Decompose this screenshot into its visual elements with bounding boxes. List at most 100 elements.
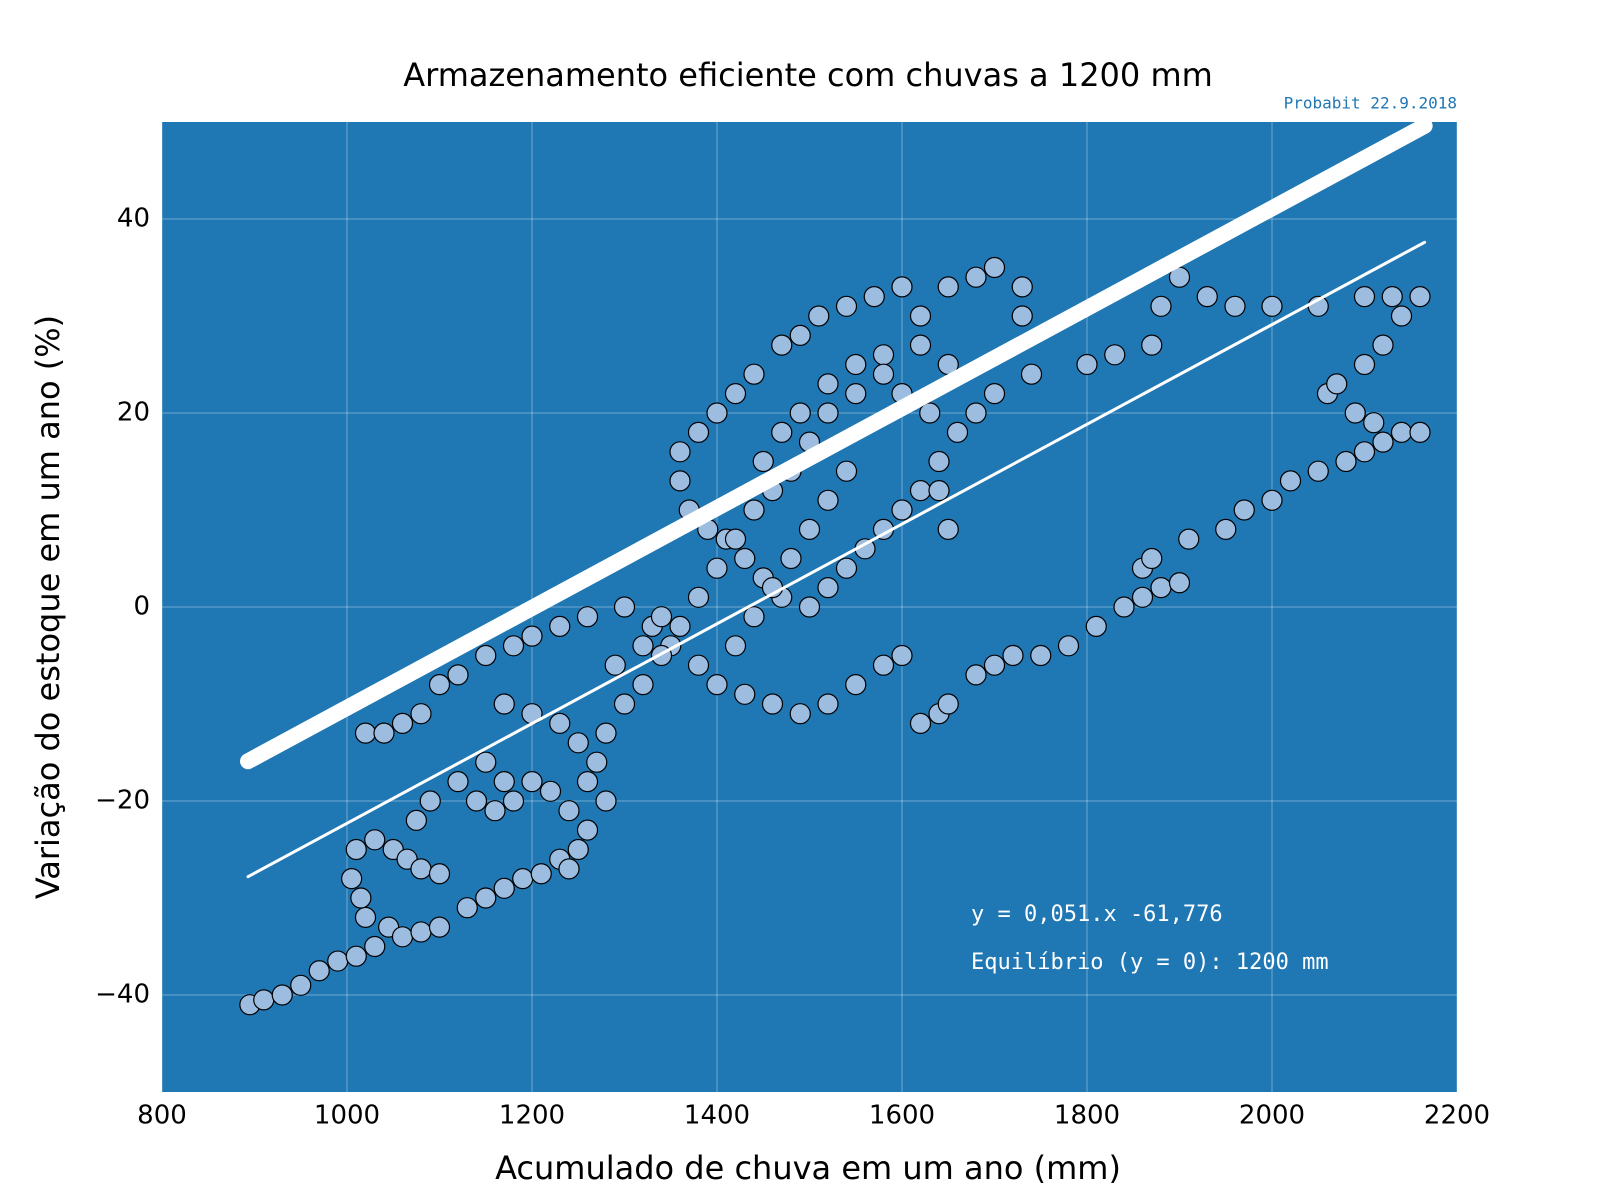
scatter-point — [835, 557, 858, 579]
scatter-point — [1196, 286, 1218, 308]
scatter-point — [872, 363, 895, 385]
scatter-point — [891, 499, 913, 521]
x-tick-label: 1400 — [684, 1101, 750, 1131]
scatter-point — [271, 984, 293, 1006]
scatter-point — [724, 383, 747, 405]
x-tick-label: 800 — [137, 1101, 187, 1131]
scatter-point — [937, 693, 959, 715]
scatter-point — [1020, 363, 1043, 385]
scatter-point — [669, 615, 691, 638]
scatter-point — [1261, 489, 1283, 511]
x-tick-label: 2200 — [1424, 1101, 1490, 1131]
scatter-point — [928, 480, 950, 502]
scatter-point — [549, 712, 571, 735]
scatter-point — [734, 547, 756, 570]
scatter-point — [410, 858, 432, 880]
scatter-point — [1409, 286, 1431, 308]
scatter-point — [669, 441, 691, 463]
scatter-point — [1057, 635, 1080, 657]
scatter-point — [743, 606, 765, 628]
scatter-point — [1344, 402, 1366, 424]
scatter-point — [669, 470, 691, 492]
scatter-point — [345, 945, 367, 967]
scatter-point — [1002, 644, 1024, 667]
scatter-point — [576, 770, 599, 793]
y-tick-label: −40 — [95, 980, 150, 1010]
scatter-point — [789, 703, 811, 725]
y-tick-label: 20 — [117, 398, 150, 428]
scatter-point — [845, 353, 867, 376]
scatter-point — [1150, 576, 1172, 599]
scatter-point — [308, 960, 330, 982]
scatter-point — [734, 683, 756, 705]
scatter-point — [1141, 334, 1163, 356]
scatter-point — [613, 693, 636, 715]
scatter-point — [863, 286, 885, 308]
scatter-point — [484, 800, 506, 822]
scatter-point — [613, 596, 636, 618]
scatter-point — [465, 790, 488, 812]
scatter-point — [1168, 572, 1191, 594]
scatter-point — [1141, 547, 1163, 570]
scatter-point — [595, 790, 617, 812]
scatter-point — [364, 935, 386, 958]
scatter-point — [405, 809, 427, 832]
scatter-point — [798, 518, 821, 541]
scatter-point — [909, 712, 932, 735]
scatter-point — [391, 712, 414, 735]
y-tick-label: 40 — [117, 204, 150, 234]
scatter-point — [1150, 295, 1172, 317]
scatter-point — [919, 402, 941, 424]
scatter-point — [983, 383, 1006, 405]
scatter-point — [595, 722, 617, 744]
scatter-point — [586, 751, 608, 773]
y-tick-label: −20 — [95, 786, 150, 816]
scatter-point — [475, 644, 497, 667]
scatter-point — [817, 373, 839, 395]
scatter-point — [817, 489, 839, 511]
scatter-point — [493, 877, 515, 899]
scatter-point — [341, 867, 363, 890]
scatter-point — [1085, 615, 1107, 638]
scatter-point — [1409, 421, 1431, 443]
scatter-point — [798, 596, 821, 618]
scatter-point — [567, 732, 589, 754]
scatter-point — [350, 887, 372, 909]
scatter-point — [1224, 295, 1246, 317]
scatter-point — [512, 867, 534, 890]
scatter-point — [909, 480, 932, 502]
scatter-point — [835, 295, 858, 317]
scatter-point — [687, 586, 710, 608]
scatter-point — [872, 654, 895, 676]
scatter-point — [909, 305, 932, 327]
trend-line — [240, 117, 1433, 770]
scatter-point — [1326, 373, 1348, 395]
subtitle: Probabit 22.9.2018 — [1284, 94, 1457, 113]
scatter-point — [724, 528, 747, 550]
scatter-point — [1011, 305, 1033, 327]
scatter-point — [845, 673, 867, 696]
scatter-point — [410, 703, 432, 725]
scatter-point — [391, 926, 414, 948]
annotation: Equilíbrio (y = 0): 1200 mm — [971, 950, 1329, 975]
scatter-point — [1390, 305, 1413, 327]
y-axis-label: Variação do estoque em um ano (%) — [29, 315, 67, 899]
scatter-point — [253, 989, 275, 1011]
scatter-point — [327, 950, 349, 972]
scatter-point — [530, 863, 552, 885]
scatter-point — [743, 363, 765, 385]
scatter-point — [1131, 586, 1154, 608]
scatter-point — [789, 324, 811, 346]
scatter-point — [706, 673, 728, 696]
scatter-point — [447, 770, 469, 793]
scatter-point — [1261, 295, 1283, 317]
scatter-point — [687, 654, 710, 676]
scatter-point — [1233, 499, 1255, 521]
scatter-point — [845, 383, 867, 405]
scatter-point — [1353, 353, 1376, 376]
scatter-point — [1372, 334, 1394, 356]
x-tick-label: 1200 — [499, 1101, 565, 1131]
scatter-point — [1113, 596, 1135, 618]
scatter-point — [447, 664, 469, 686]
